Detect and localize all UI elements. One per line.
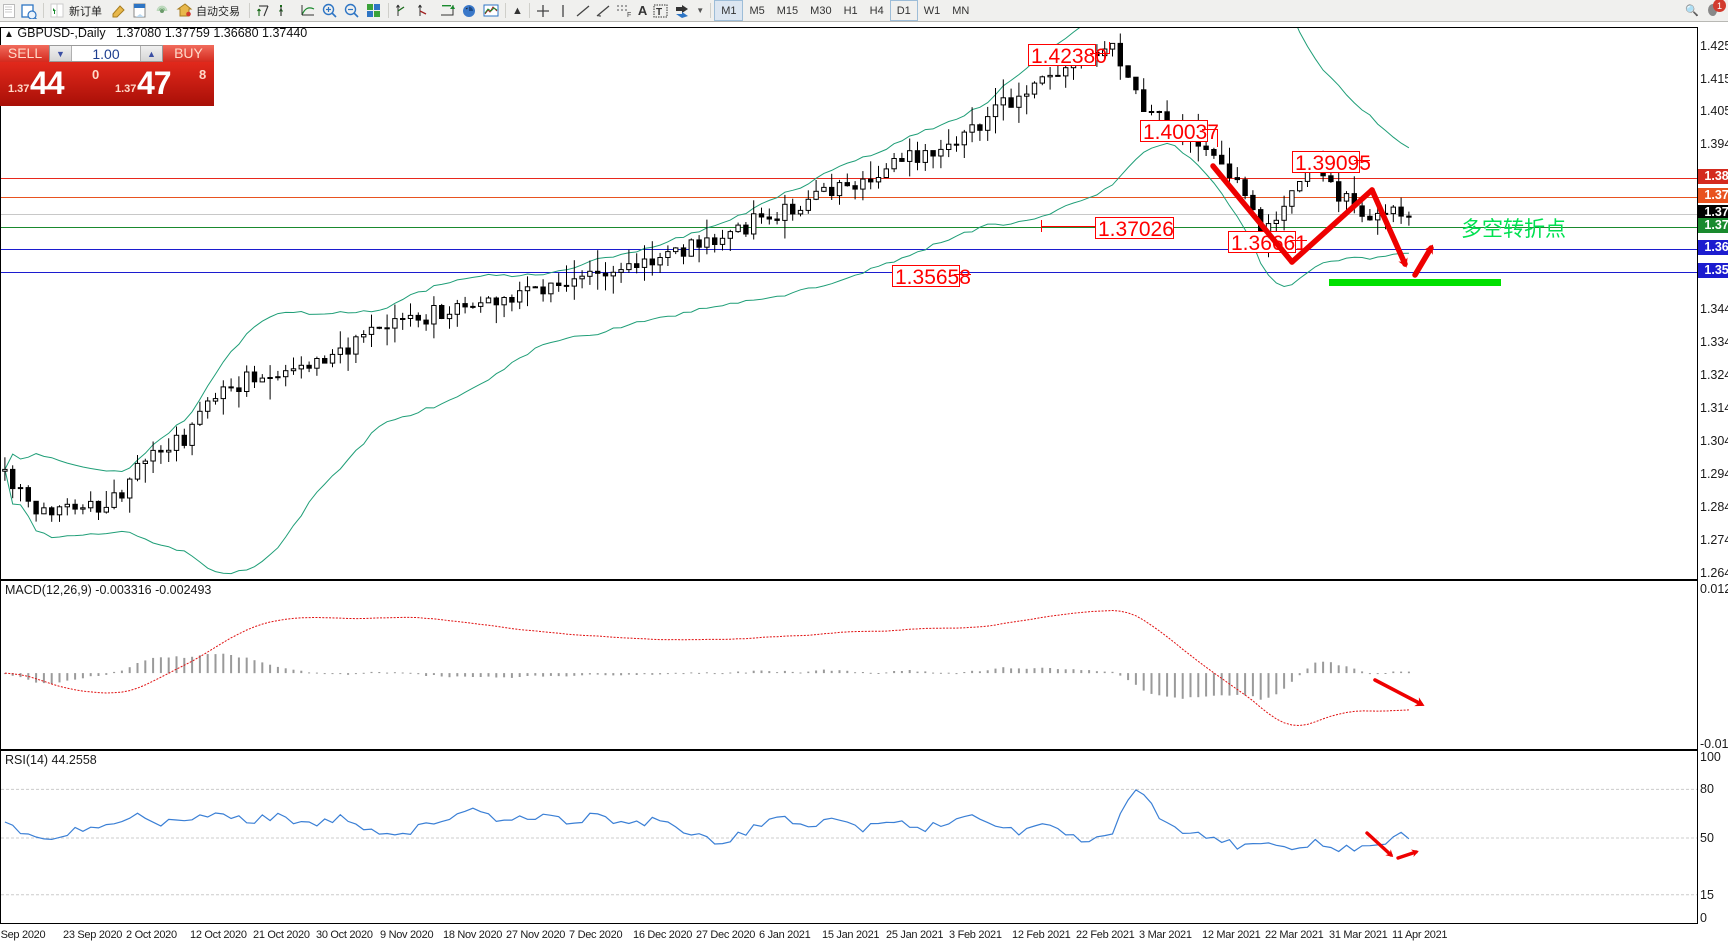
svg-text:T: T xyxy=(656,7,662,18)
svg-text:F: F xyxy=(627,12,631,18)
